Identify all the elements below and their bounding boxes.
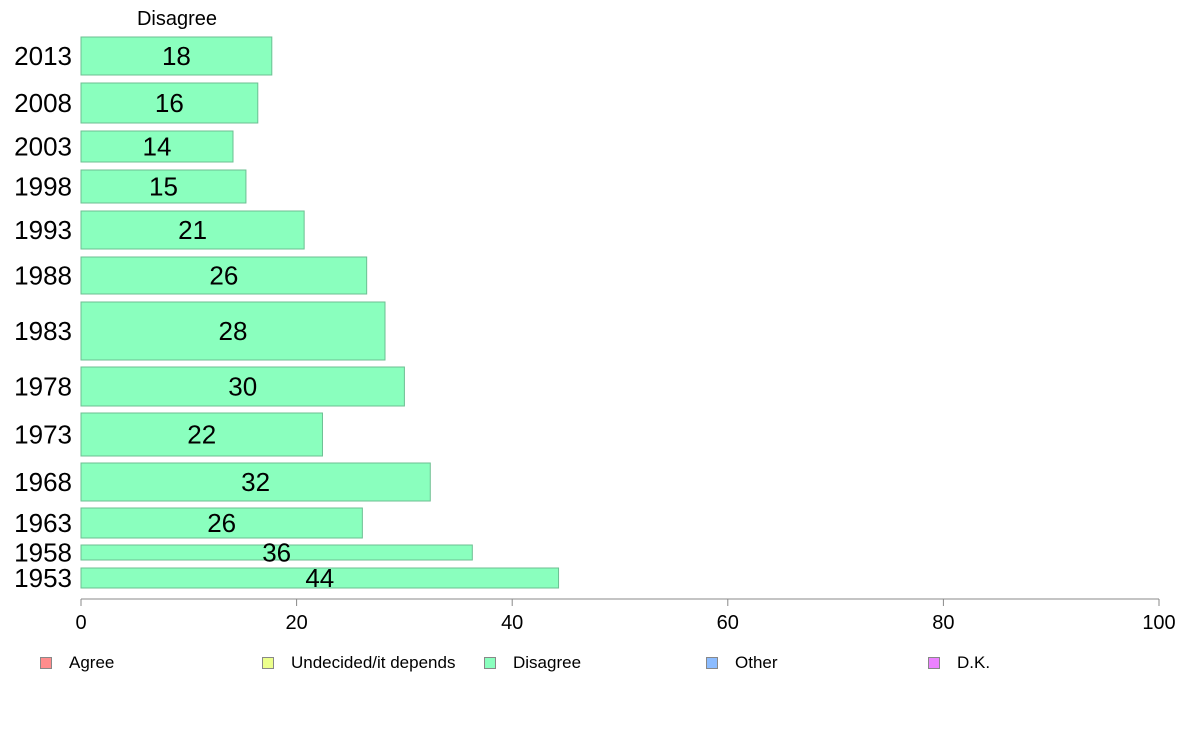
legend-label: Other	[735, 653, 778, 672]
bar-value-label-1998: 15	[149, 172, 178, 202]
legend-label: D.K.	[957, 653, 991, 672]
category-label-1993: 1993	[14, 215, 72, 245]
bar-value-label-1988: 26	[209, 261, 238, 291]
x-tick-label-40: 40	[501, 612, 523, 634]
x-tick-label-80: 80	[932, 612, 954, 634]
chart-title: Disagree	[137, 8, 217, 30]
category-label-1963: 1963	[14, 508, 72, 538]
legend-item: Disagree	[484, 651, 581, 675]
bar-value-label-2013: 18	[162, 41, 191, 71]
bar-2003	[80, 130, 234, 163]
bar-2008	[80, 82, 259, 124]
bars-group: 2013 18 2008 16 2003 14 1998 15 1993 21 1988 26 1983…	[14, 36, 560, 593]
category-label-1973: 1973	[14, 420, 72, 450]
bar-1973	[80, 412, 323, 457]
bar-value-label-1963: 26	[207, 508, 236, 538]
bar-value-label-2003: 14	[143, 132, 172, 162]
category-label-2008: 2008	[14, 88, 72, 118]
bar-1983	[80, 301, 386, 361]
category-label-1953: 1953	[14, 563, 72, 593]
category-label-2003: 2003	[14, 132, 72, 162]
legend: Agree Undecided/it depends Disagree Other D.…	[0, 651, 1188, 675]
bar-1998	[80, 169, 247, 204]
legend-label: Undecided/it depends	[291, 653, 456, 672]
x-axis: 0 20 40 60 80 100	[75, 598, 1176, 634]
legend-item: Other	[706, 651, 778, 675]
bar-1958	[80, 544, 473, 561]
category-label-1998: 1998	[14, 172, 72, 202]
x-tick-label-100: 100	[1142, 612, 1175, 634]
category-label-1988: 1988	[14, 261, 72, 291]
legend-swatch	[484, 657, 496, 669]
x-tick-label-20: 20	[285, 612, 307, 634]
bar-value-label-1983: 28	[219, 316, 248, 346]
bar-2013	[80, 36, 273, 76]
category-label-1968: 1968	[14, 467, 72, 497]
bar-1978	[80, 366, 405, 407]
legend-swatch	[706, 657, 718, 669]
bar-value-label-1968: 32	[241, 467, 270, 497]
legend-swatch	[40, 657, 52, 669]
legend-swatch	[262, 657, 274, 669]
category-label-1978: 1978	[14, 372, 72, 402]
chart: Disagree 2013 18 2008 16 2003 14 1998 15 1993 21 1…	[14, 8, 1176, 634]
bar-value-label-1958: 36	[262, 538, 291, 568]
bar-value-label-1953: 44	[305, 563, 334, 593]
legend-label: Disagree	[513, 653, 582, 672]
bar-1953	[80, 567, 560, 589]
bar-value-label-1993: 21	[178, 215, 207, 245]
bar-value-label-1973: 22	[187, 420, 216, 450]
legend-label: Agree	[69, 653, 115, 672]
category-label-2013: 2013	[14, 41, 72, 71]
category-label-1983: 1983	[14, 316, 72, 346]
bar-1963	[80, 507, 363, 539]
legend-item: Agree	[40, 651, 114, 675]
bar-value-label-2008: 16	[155, 88, 184, 118]
bar-value-label-1978: 30	[228, 372, 257, 402]
bar-1993	[80, 210, 305, 250]
bar-1968	[80, 462, 431, 502]
category-label-1958: 1958	[14, 538, 72, 568]
legend-item: Undecided/it depends	[262, 651, 455, 675]
x-tick-label-60: 60	[717, 612, 739, 634]
legend-swatch	[928, 657, 940, 669]
legend-item: D.K.	[928, 651, 990, 675]
bar-1988	[80, 256, 368, 295]
x-tick-label-0: 0	[75, 612, 86, 634]
